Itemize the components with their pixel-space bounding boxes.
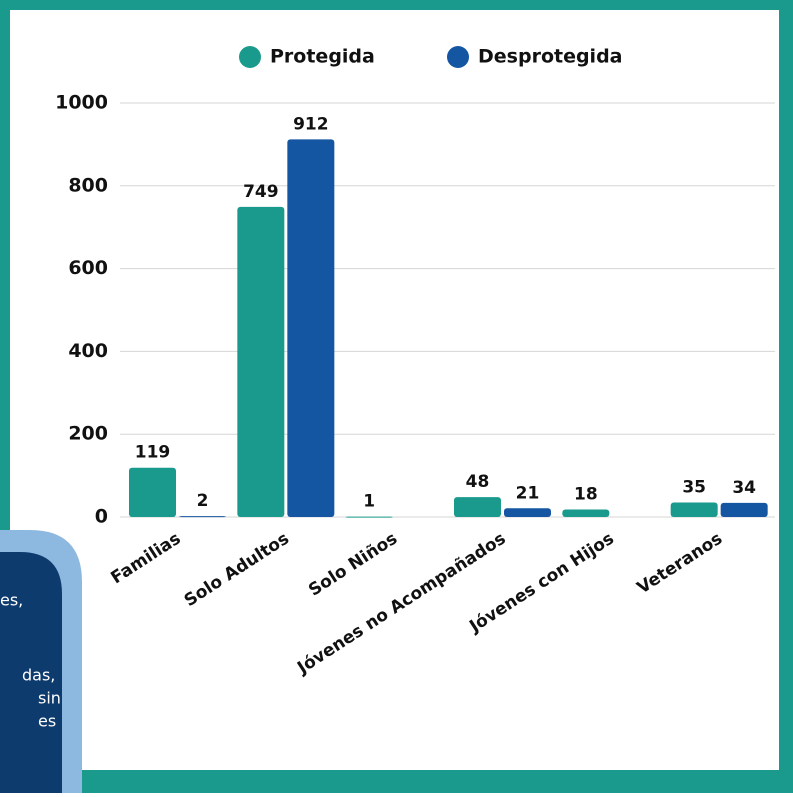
value-label: 48 xyxy=(466,472,490,492)
value-label: 21 xyxy=(516,483,540,503)
y-tick-label: 1000 xyxy=(55,92,108,114)
bar xyxy=(562,509,610,517)
bar xyxy=(454,497,501,517)
bar xyxy=(504,508,551,517)
overlay-card: es, das, sin es xyxy=(0,530,82,793)
bar xyxy=(287,139,335,517)
y-tick-label: 800 xyxy=(68,174,108,196)
value-label: 34 xyxy=(732,478,756,498)
bar xyxy=(670,502,718,517)
value-label: 119 xyxy=(135,443,171,463)
bar xyxy=(720,502,768,517)
y-tick-label: 600 xyxy=(68,257,108,279)
value-label: 35 xyxy=(682,478,706,498)
value-label: 18 xyxy=(574,485,598,505)
card-text: das, xyxy=(22,666,55,685)
legend-label: Desprotegida xyxy=(478,46,623,68)
y-tick-label: 200 xyxy=(68,423,108,445)
bar xyxy=(345,516,393,518)
card-text: sin xyxy=(38,689,61,708)
value-label: 1 xyxy=(363,492,375,512)
legend-swatch xyxy=(447,46,469,68)
bar xyxy=(237,206,285,517)
value-label: 2 xyxy=(197,491,209,511)
bar xyxy=(129,467,176,517)
card-body xyxy=(0,552,62,793)
bar xyxy=(179,516,226,518)
card-text: es, xyxy=(0,591,23,610)
legend-swatch xyxy=(239,46,261,68)
y-tick-label: 0 xyxy=(95,506,108,528)
legend-label: Protegida xyxy=(270,46,375,68)
value-label: 749 xyxy=(243,182,279,202)
panel xyxy=(10,10,779,770)
card-text: es xyxy=(38,712,56,731)
y-tick-label: 400 xyxy=(68,340,108,362)
value-label: 912 xyxy=(293,114,329,134)
